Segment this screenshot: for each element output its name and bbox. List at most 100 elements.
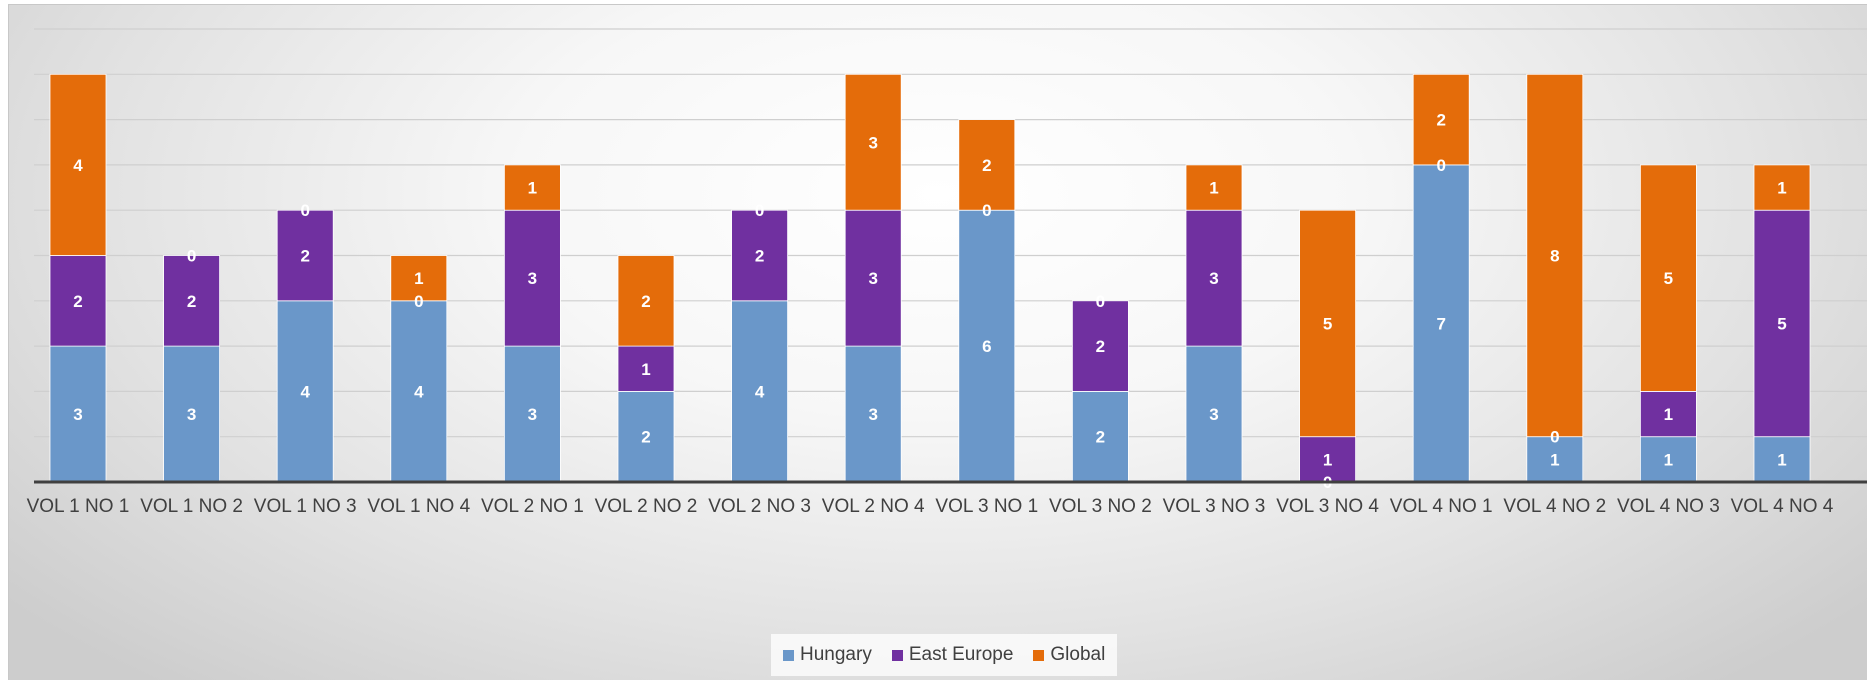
data-label: 1	[528, 179, 537, 198]
x-tick-label: VOL 2 NO 2	[595, 496, 698, 517]
x-tick-label: VOL 1 NO 3	[254, 496, 357, 517]
bar-segment	[1640, 436, 1697, 483]
legend-label: Hungary	[800, 644, 872, 665]
data-label: 1	[1664, 450, 1673, 469]
data-label: 2	[982, 156, 991, 175]
bar-segment	[958, 119, 1016, 211]
bar-segment	[1753, 164, 1811, 211]
x-tick-label: VOL 3 NO 2	[1049, 496, 1152, 517]
x-tick-label: VOL 2 NO 1	[481, 496, 584, 517]
bar-segment	[276, 300, 334, 483]
x-tick-label: VOL 4 NO 2	[1503, 496, 1606, 517]
data-label: 1	[1664, 405, 1673, 424]
data-label: 1	[1777, 450, 1786, 469]
bar-segment	[958, 209, 1016, 483]
bar-segment	[390, 255, 448, 302]
x-tick-label: VOL 4 NO 1	[1390, 496, 1493, 517]
bar-segment	[1526, 73, 1584, 438]
data-label: 0	[1550, 428, 1559, 447]
legend-label: East Europe	[908, 644, 1014, 665]
stacked-bar-chart: 3 2 4 3 2 0 4 2 0 4 0 1 3 3 1 2 1 2 4 2 0 3 3 3 6 0 2 2 2 0 3 3 1 0 1 5 7 0 2 1…	[27, 28, 1867, 517]
data-label: 2	[1096, 337, 1105, 356]
data-label: 4	[414, 382, 424, 401]
data-label: 0	[300, 201, 309, 220]
data-label: 8	[1550, 247, 1559, 266]
legend-item: East Europe	[891, 644, 1014, 666]
data-label: 3	[187, 405, 196, 424]
data-label: 3	[1209, 269, 1218, 288]
legend-item: Hungary	[783, 644, 872, 666]
bar-segment	[1299, 436, 1356, 483]
legend-swatch	[783, 649, 794, 661]
data-label: 3	[868, 405, 877, 424]
gridlines	[34, 28, 1867, 438]
bar-segment	[503, 209, 561, 347]
data-label: 0	[187, 247, 196, 266]
bar-segment	[1640, 390, 1697, 438]
bar-segment	[276, 209, 334, 302]
x-tick-label: VOL 1 NO 4	[367, 496, 470, 517]
data-label: 1	[1777, 179, 1786, 198]
bar-segment	[731, 209, 788, 302]
bar-segment	[844, 73, 902, 211]
legend-swatch	[891, 649, 903, 661]
bar-segment	[163, 345, 221, 483]
legend-label: Global	[1050, 644, 1106, 665]
x-tick-label: VOL 3 NO 4	[1276, 496, 1379, 517]
data-label: 3	[1209, 405, 1218, 424]
bar-segment	[1185, 209, 1243, 347]
bar-segment	[390, 300, 448, 483]
data-label: 2	[641, 292, 650, 311]
data-label: 0	[755, 201, 764, 220]
bar-segment	[163, 255, 221, 347]
bar-segment	[503, 345, 561, 483]
data-label: 3	[868, 269, 877, 288]
data-label: 6	[982, 337, 991, 356]
data-label: 2	[641, 428, 650, 447]
x-tick-label: VOL 1 NO 2	[140, 496, 243, 517]
data-label: 3	[73, 405, 82, 424]
bar-segment	[49, 255, 107, 347]
bar-segment	[1072, 300, 1129, 392]
data-label: 4	[73, 156, 83, 175]
bar-segment	[49, 73, 107, 256]
x-tick-label: VOL 1 NO 1	[27, 496, 130, 517]
bar-segment	[1185, 164, 1243, 211]
x-tick-label: VOL 4 NO 3	[1617, 496, 1720, 517]
data-label: 0	[982, 201, 991, 220]
data-label: 5	[1323, 314, 1332, 333]
data-label: 1	[1209, 179, 1218, 198]
data-label: 3	[528, 405, 537, 424]
chart-area: 3 2 4 3 2 0 4 2 0 4 0 1 3 3 1 2 1 2 4 2 0 3 3 3 6 0 2 2 2 0 3 3 1 0 1 5 7 0 2 1…	[8, 4, 1867, 680]
bar-segment	[1753, 436, 1811, 483]
data-label: 2	[755, 247, 764, 266]
data-label: 4	[755, 382, 765, 401]
legend-swatch	[1033, 649, 1045, 661]
bar-segment	[1412, 164, 1470, 483]
x-tick-label: VOL 2 NO 3	[708, 496, 811, 517]
data-label: 3	[868, 133, 877, 152]
x-axis-labels: VOL 1 NO 1 VOL 1 NO 2 VOL 1 NO 3 VOL 1 NO 4…	[27, 496, 1834, 517]
bar-segment	[731, 300, 788, 483]
data-label: 1	[414, 269, 423, 288]
data-label: 2	[187, 292, 196, 311]
data-label: 2	[73, 292, 82, 311]
bar-segment	[1640, 164, 1697, 392]
data-label: 0	[1436, 156, 1445, 175]
x-tick-label: VOL 2 NO 4	[822, 496, 925, 517]
data-label: 5	[1777, 314, 1786, 333]
bar-segments	[49, 73, 1811, 483]
bar-segment	[1299, 209, 1356, 438]
data-label: 2	[1096, 428, 1105, 447]
data-label: 0	[414, 292, 423, 311]
data-label: 4	[300, 382, 310, 401]
data-label: 2	[300, 247, 309, 266]
data-label: 1	[1550, 450, 1559, 469]
legend-item: Global	[1033, 644, 1105, 666]
data-label: 3	[528, 269, 537, 288]
data-label: 5	[1664, 269, 1673, 288]
bar-segment	[1412, 73, 1470, 166]
x-tick-label: VOL 3 NO 3	[1163, 496, 1266, 517]
x-tick-label: VOL 3 NO 1	[935, 496, 1038, 517]
data-label: 2	[1436, 111, 1445, 130]
